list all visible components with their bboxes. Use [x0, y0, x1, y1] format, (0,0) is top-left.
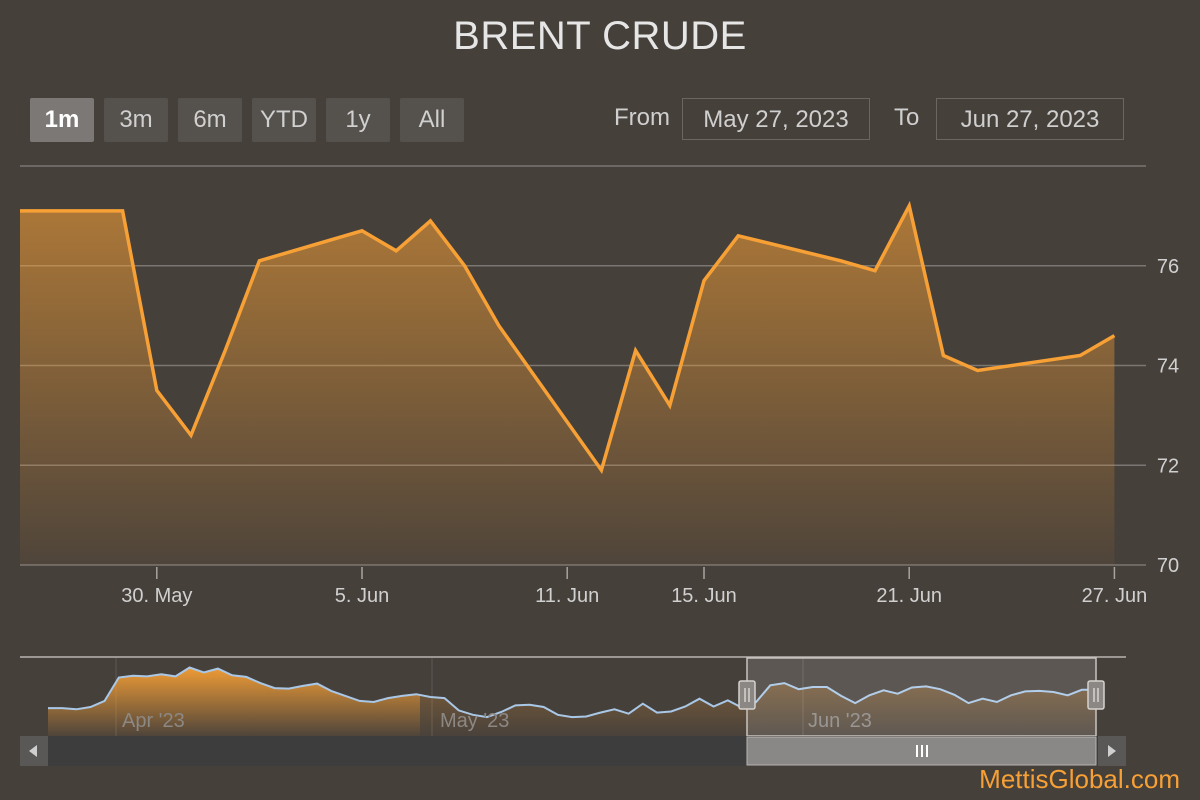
to-label: To: [894, 104, 920, 131]
range-6m-button[interactable]: 6m: [178, 98, 242, 142]
data-point: [908, 205, 910, 207]
y-tick-label: 70: [1157, 555, 1179, 577]
y-tick-label: 74: [1157, 356, 1179, 378]
data-point: [463, 265, 465, 267]
data-point: [840, 260, 842, 262]
navigator-area-faded: [420, 683, 1096, 736]
x-tick-label: 11. Jun: [535, 585, 599, 607]
navigator-label: Apr '23: [122, 710, 185, 732]
footer-brand: MettisGlobal.com: [979, 764, 1180, 794]
data-point: [429, 220, 431, 222]
price-line: [20, 200, 1116, 475]
range-ytd-button[interactable]: YTD: [252, 98, 316, 142]
data-point: [737, 235, 739, 237]
navigator-left-handle[interactable]: [738, 680, 756, 710]
series-group: [19, 200, 1116, 565]
data-point: [1079, 354, 1081, 356]
data-point: [19, 210, 21, 212]
navigator-label: Jun '23: [808, 710, 872, 732]
data-point: [156, 389, 158, 391]
x-tick-label: 15. Jun: [671, 585, 737, 607]
x-tick-label: 30. May: [121, 585, 192, 607]
data-point: [258, 260, 260, 262]
navigator-label: May '23: [440, 710, 509, 732]
data-point: [669, 404, 671, 406]
range-3m-button[interactable]: 3m: [104, 98, 168, 142]
data-point: [703, 280, 705, 282]
from-date-input[interactable]: May 27, 2023: [682, 98, 870, 140]
data-point: [224, 349, 226, 351]
range-1y-button[interactable]: 1y: [326, 98, 390, 142]
scroll-right-arrow-icon: [1108, 745, 1116, 757]
navigator-right-handle[interactable]: [1087, 680, 1105, 710]
navigator-line: [48, 666, 1096, 719]
x-tick-label: 5. Jun: [335, 585, 389, 607]
y-tick-label: 72: [1157, 455, 1179, 477]
y-tick-label: 76: [1157, 256, 1179, 278]
navigator-selection[interactable]: [746, 657, 1097, 737]
data-point: [976, 369, 978, 371]
data-point: [600, 469, 602, 471]
data-point: [1113, 334, 1115, 336]
data-point: [361, 230, 363, 232]
x-tick-label: 27. Jun: [1082, 585, 1148, 607]
data-point: [395, 250, 397, 252]
data-point: [634, 349, 636, 351]
range-all-button[interactable]: All: [400, 98, 464, 142]
to-date-input[interactable]: Jun 27, 2023: [936, 98, 1124, 140]
x-tick-label: 21. Jun: [876, 585, 942, 607]
scroll-left-arrow-icon: [29, 745, 37, 757]
data-point: [874, 270, 876, 272]
range-1m-button[interactable]: 1m: [30, 98, 94, 142]
x-axis: 30. May 5. Jun 11. Jun 15. Jun 21. Jun 27. Ju…: [121, 567, 1147, 607]
data-point: [121, 210, 123, 212]
navigator-area: [48, 667, 420, 736]
data-point: [498, 324, 500, 326]
navigator[interactable]: Apr '23 May '23 Jun '23: [20, 656, 1126, 766]
chart-title: BRENT CRUDE: [453, 14, 747, 58]
data-point: [942, 354, 944, 356]
data-point: [190, 434, 192, 436]
from-label: From: [614, 104, 670, 131]
y-axis: 70 72 74 76: [1157, 256, 1179, 577]
price-area-fill: [20, 205, 1115, 565]
